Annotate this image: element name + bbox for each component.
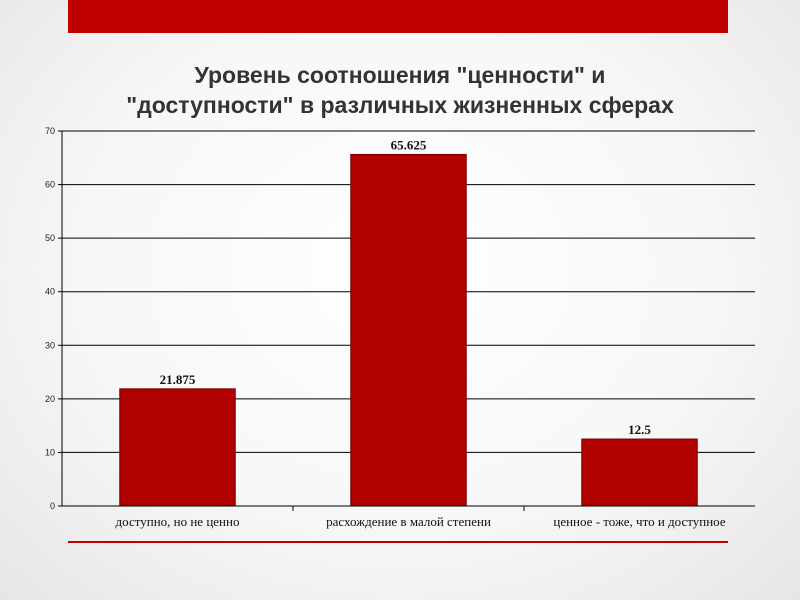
category-labels: доступно, но не ценно расхождение в малой… — [116, 506, 726, 529]
data-label: 12.5 — [628, 422, 651, 437]
y-axis-ticks: 0 10 20 30 40 50 60 70 — [45, 126, 62, 511]
category-label: расхождение в малой степени — [326, 514, 491, 529]
y-tick-label: 30 — [45, 340, 55, 350]
y-tick-label: 60 — [45, 180, 55, 190]
y-tick-label: 10 — [45, 447, 55, 457]
bottom-accent-line — [68, 541, 728, 543]
y-tick-label: 0 — [50, 501, 55, 511]
chart-title: Уровень соотношения "ценности" и "доступ… — [80, 60, 720, 120]
y-tick-label: 20 — [45, 394, 55, 404]
data-label: 65.625 — [391, 137, 427, 152]
top-accent-bar — [68, 0, 728, 33]
chart-title-line-2: "доступности" в различных жизненных сфер… — [126, 92, 674, 118]
data-label: 21.875 — [160, 372, 196, 387]
bar — [581, 438, 698, 507]
chart-title-line-1: Уровень соотношения "ценности" и — [194, 62, 606, 88]
data-labels: 21.875 65.625 12.5 — [160, 137, 652, 437]
bars — [119, 153, 698, 507]
axes — [61, 131, 755, 507]
y-tick-label: 50 — [45, 233, 55, 243]
y-tick-label: 40 — [45, 287, 55, 297]
category-label: доступно, но не ценно — [116, 514, 240, 529]
bar — [350, 153, 467, 507]
y-tick-label: 70 — [45, 126, 55, 136]
bar — [119, 388, 236, 507]
category-label: ценное - тоже, что и доступное — [553, 514, 725, 529]
